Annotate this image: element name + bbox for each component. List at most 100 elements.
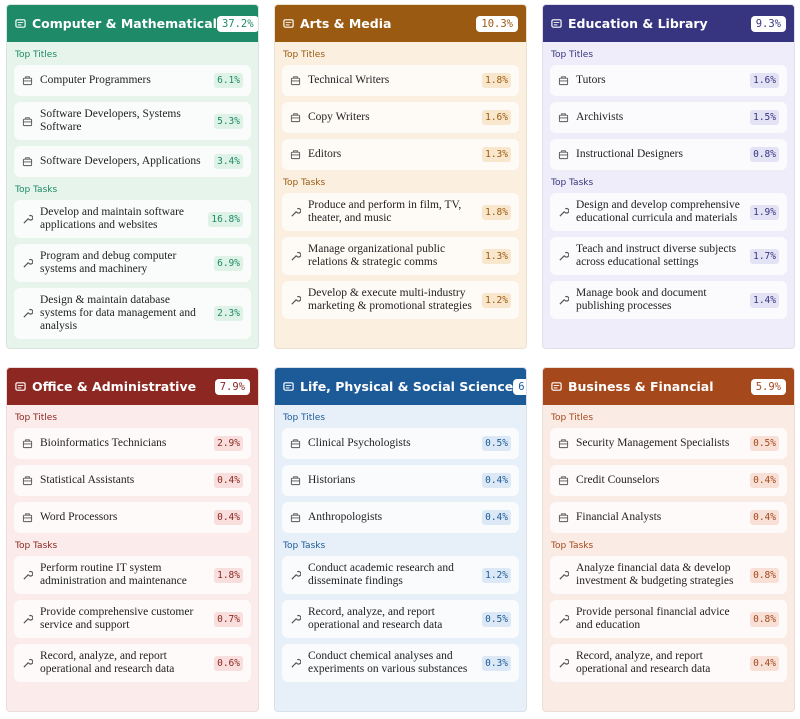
title-item: Computer Programmers 6.1% (14, 65, 251, 96)
card-title: Life, Physical & Social Science (300, 379, 514, 394)
task-item: Record, analyze, and report operational … (14, 644, 251, 682)
icon (23, 258, 33, 268)
icon (551, 382, 562, 391)
item-name: Software Developers, Systems Software (40, 108, 181, 133)
item-pct: 0.8% (750, 567, 779, 583)
item-pct: 2.3% (214, 306, 243, 321)
item-pct: 0.7% (214, 611, 243, 627)
item-name: Credit Counselors (576, 474, 660, 486)
section-label: Top Titles (283, 413, 326, 423)
item-name: Conduct academic research and disseminat… (308, 562, 454, 587)
item-pct: 1.2% (482, 567, 511, 583)
item-pct: 0.4% (214, 473, 243, 488)
card-title: Business & Financial (568, 379, 714, 394)
section-label: Top Tasks (15, 185, 58, 195)
icon (15, 19, 26, 28)
card-header: Office & Administrative 7.9% (7, 368, 258, 405)
card-body: Top Titles Tutors 1.6% Archivists 1.5% Instru… (543, 42, 794, 325)
icon (291, 570, 301, 580)
card-header: Arts & Media 10.3% (275, 5, 526, 42)
title-item: Anthropologists 0.4% (282, 502, 519, 533)
category-card: Computer & Mathematical 37.2% Top Titles Co… (6, 4, 259, 349)
icon (559, 251, 569, 261)
task-item: Provide comprehensive customer service a… (14, 600, 251, 638)
item-name: Copy Writers (308, 111, 370, 123)
section-label: Top Titles (15, 50, 58, 60)
task-item: Teach and instruct diverse subjects acro… (550, 237, 787, 275)
icon (551, 19, 562, 28)
icon (290, 113, 301, 123)
section-label: Top Titles (15, 413, 58, 423)
icon (22, 439, 33, 449)
icon (283, 382, 294, 391)
item-pct: 0.4% (750, 510, 779, 525)
share-badge: 10.3% (476, 15, 518, 32)
card-body: Top Titles Security Management Specialist… (543, 405, 794, 688)
icon (558, 76, 569, 86)
icon (558, 513, 569, 523)
task-item: Design and develop comprehensive educati… (550, 193, 787, 231)
item-pct: 0.4% (214, 510, 243, 525)
share-badge: 6.4% (513, 378, 526, 395)
title-item: Security Management Specialists 0.5% (550, 428, 787, 459)
item-pct: 3.4% (214, 154, 243, 169)
title-item: Instructional Designers 0.8% (550, 139, 787, 170)
card-title: Education & Library (568, 16, 708, 31)
icon (291, 295, 301, 305)
item-pct: 2.9% (214, 436, 243, 451)
icon (23, 658, 33, 668)
section-label: Top Tasks (551, 541, 594, 551)
item-pct: 0.4% (750, 473, 779, 488)
item-name: Record, analyze, and report operational … (308, 606, 443, 631)
task-item: Manage book and document publishing proc… (550, 281, 787, 319)
item-name: Clinical Psychologists (308, 437, 411, 449)
item-name: Design and develop comprehensive educati… (576, 199, 740, 224)
icon (291, 251, 301, 261)
item-name: Provide comprehensive customer service a… (40, 606, 194, 631)
icon (23, 570, 33, 580)
item-name: Develop and maintain software applicatio… (40, 206, 185, 231)
category-card: Business & Financial 5.9% Top Titles Securi… (542, 367, 795, 712)
item-pct: 0.8% (750, 611, 779, 627)
icon (290, 476, 301, 486)
icon (290, 439, 301, 449)
item-name: Anthropologists (308, 511, 383, 523)
icon (291, 658, 301, 668)
item-pct: 6.9% (214, 255, 243, 271)
icon (290, 513, 301, 523)
icon (559, 295, 569, 305)
icon (559, 658, 569, 668)
item-name: Provide personal financial advice and ed… (576, 606, 730, 631)
title-item: Editors 1.3% (282, 139, 519, 170)
item-name: Technical Writers (308, 74, 390, 86)
item-name: Statistical Assistants (40, 474, 135, 486)
icon (23, 308, 33, 318)
title-item: Archivists 1.5% (550, 102, 787, 133)
item-name: Conduct chemical analyses and experiment… (308, 650, 468, 675)
task-item: Analyze financial data & develop investm… (550, 556, 787, 594)
item-name: Manage organizational public relations &… (308, 243, 446, 268)
card-header: Computer & Mathematical 37.2% (7, 5, 258, 42)
title-item: Financial Analysts 0.4% (550, 502, 787, 533)
item-name: Analyze financial data & develop investm… (576, 562, 734, 587)
item-pct: 0.4% (750, 655, 779, 671)
item-pct: 0.5% (482, 611, 511, 627)
item-name: Archivists (576, 111, 624, 123)
title-item: Historians 0.4% (282, 465, 519, 496)
item-name: Record, analyze, and report operational … (40, 650, 175, 675)
category-card: Arts & Media 10.3% Top Titles Technical Wri… (274, 4, 527, 349)
title-item: Software Developers, Systems Software 5.3… (14, 102, 251, 140)
category-card: Education & Library 9.3% Top Titles Tutors 1… (542, 4, 795, 349)
item-pct: 1.3% (482, 248, 511, 264)
icon (23, 614, 33, 624)
icon (558, 150, 569, 160)
item-pct: 1.9% (750, 204, 779, 220)
item-pct: 1.3% (482, 147, 511, 162)
item-name: Historians (308, 474, 356, 486)
item-pct: 1.8% (482, 204, 511, 220)
section-label: Top Titles (551, 50, 594, 60)
item-name: Word Processors (40, 511, 118, 523)
icon (559, 614, 569, 624)
